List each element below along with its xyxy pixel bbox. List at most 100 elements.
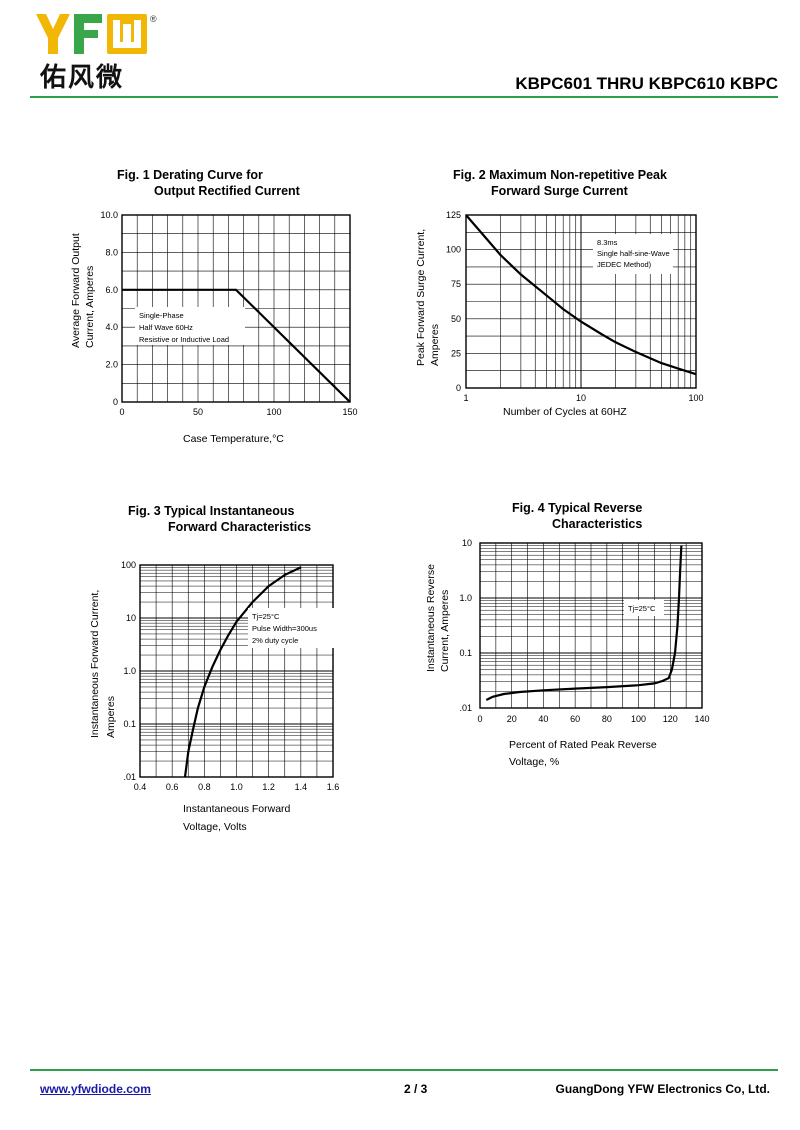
x-tick-label: 20: [507, 714, 517, 724]
website-link[interactable]: www.yfwdiode.com: [40, 1082, 151, 1096]
fig1-xlabel: Case Temperature,°C: [183, 433, 284, 445]
x-tick-label: 100: [631, 714, 646, 724]
y-tick-label: 8.0: [105, 247, 118, 257]
y-tick-label: 4.0: [105, 322, 118, 332]
annotation-line: 2% duty cycle: [252, 636, 298, 645]
x-tick-label: 1.2: [262, 782, 275, 792]
x-tick-label: 0: [119, 407, 124, 417]
y-tick-label: 0.1: [123, 719, 136, 729]
y-tick-label: 1.0: [123, 666, 136, 676]
annotation-line: Single-Phase: [139, 311, 184, 320]
footer-rule: [30, 1069, 778, 1071]
company-name: GuangDong YFW Electronics Co, Ltd.: [555, 1082, 770, 1096]
annotation-line: Tj=25°C: [252, 612, 280, 621]
y-tick-label: 0: [113, 397, 118, 407]
fig2-curve: [465, 214, 697, 376]
x-tick-label: 40: [538, 714, 548, 724]
fig3-title-line2: Forward Characteristics: [168, 520, 311, 534]
company-logo: ® 佑风微: [34, 10, 164, 92]
y-tick-label: 10.0: [100, 210, 118, 220]
y-tick-label: 6.0: [105, 285, 118, 295]
fig2-xlabel: Number of Cycles at 60HZ: [503, 406, 627, 418]
fig3-ylabel-line1: Instantaneous Forward Current,: [89, 590, 101, 738]
fig3-xlabel-line1: Instantaneous Forward: [183, 803, 291, 815]
fig3-xlabel-line2: Voltage, Volts: [183, 821, 247, 833]
y-tick-label: 75: [451, 279, 461, 289]
x-tick-label: 100: [266, 407, 281, 417]
plot-border: [139, 564, 334, 778]
fig4-ylabel-line2: Current, Amperes: [439, 590, 451, 672]
fig4-title-line1: Fig. 4 Typical Reverse: [512, 501, 642, 515]
y-tick-label: 50: [451, 314, 461, 324]
fig1-ticks: 0 50 100 150 0 2.0 4.0 6.0 8.0 10.0: [100, 210, 357, 417]
fig3-curve: [183, 566, 302, 778]
logo-mark: [36, 14, 147, 54]
fig4-chart: Fig. 4 Typical Reverse Characteristics 0…: [425, 501, 710, 768]
x-tick-label: 140: [694, 714, 709, 724]
y-tick-label: .01: [459, 703, 472, 713]
fig3-chart: Fig. 3 Typical Instantaneous Forward Cha…: [89, 504, 339, 833]
fig4-ylabel-line1: Instantaneous Reverse: [425, 564, 437, 672]
fig4-xlabel-line2: Voltage, %: [509, 756, 559, 768]
fig4-title-line2: Characteristics: [552, 517, 642, 531]
fig2-ticks: 1 10 100 0 25 50 75 100 125: [446, 210, 704, 403]
plot-border: [465, 214, 697, 389]
fig2-ylabel-line1: Peak Forward Surge Current,: [415, 229, 427, 366]
y-tick-label: 100: [446, 245, 461, 255]
fig2-title-line2: Forward Surge Current: [491, 184, 629, 198]
y-tick-label: 0.1: [459, 648, 472, 658]
fig1-title-line2: Output Rectified Current: [154, 184, 301, 198]
fig1-annotation: Single-Phase Half Wave 60Hz Resistive or I…: [135, 307, 245, 345]
annotation-line: Tj=25°C: [628, 604, 656, 613]
x-tick-label: 0.6: [166, 782, 179, 792]
plot-border: [479, 542, 703, 709]
fig1-ylabel-line1: Average Forward Output: [70, 233, 82, 348]
fig3-ylabel-line2: Amperes: [105, 696, 117, 738]
plot-border: [121, 214, 351, 403]
fig1-ylabel-line2: Current, Amperes: [84, 266, 96, 348]
x-tick-label: 80: [602, 714, 612, 724]
fig3-ticks: 0.4 0.6 0.8 1.0 1.2 1.4 1.6 .01 0.1 1.0 10 100: [121, 560, 339, 792]
logo-chinese-text: 佑风微: [39, 62, 124, 92]
annotation-line: Resistive or Inductive Load: [139, 335, 229, 344]
fig2-title-line1: Fig. 2 Maximum Non-repetitive Peak: [453, 168, 667, 182]
x-tick-label: 60: [570, 714, 580, 724]
fig4-xlabel-line1: Percent of Rated Peak Reverse: [509, 739, 657, 751]
y-tick-label: .01: [123, 772, 136, 782]
fig1-curve: [122, 288, 351, 403]
x-tick-label: 150: [342, 407, 357, 417]
x-tick-label: 1.6: [327, 782, 340, 792]
y-tick-label: 2.0: [105, 360, 118, 370]
x-tick-label: 10: [576, 393, 586, 403]
y-tick-label: 1.0: [459, 593, 472, 603]
y-tick-label: 100: [121, 560, 136, 570]
x-tick-label: 1: [463, 393, 468, 403]
x-tick-label: 100: [688, 393, 703, 403]
y-tick-label: 125: [446, 210, 461, 220]
x-tick-label: 0.8: [198, 782, 211, 792]
x-tick-label: 1.4: [295, 782, 308, 792]
fig2-chart: Fig. 2 Maximum Non-repetitive Peak Forwa…: [415, 168, 704, 418]
fig1-chart: Fig. 1 Derating Curve for Output Rectifi…: [70, 168, 358, 445]
fig2-ylabel-line2: Amperes: [429, 324, 441, 366]
x-tick-label: 50: [193, 407, 203, 417]
annotation-line: Pulse Width=300us: [252, 624, 317, 633]
fig3-grid: [139, 564, 334, 778]
page-number: 2 / 3: [404, 1082, 428, 1096]
x-tick-label: 120: [663, 714, 678, 724]
document-title: KBPC601 THRU KBPC610 KBPC: [515, 74, 778, 93]
fig4-ticks: 0 20 40 60 80 100 120 140 .01 0.1 1.0 10: [459, 538, 709, 724]
fig3-title-line1: Fig. 3 Typical Instantaneous: [128, 504, 295, 518]
y-tick-label: 0: [456, 383, 461, 393]
registered-mark: ®: [150, 14, 157, 24]
fig4-grid: [479, 542, 703, 709]
x-tick-label: 0.4: [134, 782, 147, 792]
annotation-line: 8.3ms: [597, 238, 618, 247]
x-tick-label: 1.0: [230, 782, 243, 792]
annotation-line: Half Wave 60Hz: [139, 323, 193, 332]
fig4-annotation: Tj=25°C: [624, 600, 664, 616]
fig3-annotation: Tj=25°C Pulse Width=300us 2% duty cycle: [248, 608, 334, 648]
y-tick-label: 10: [462, 538, 472, 548]
header-rule: [30, 96, 778, 98]
